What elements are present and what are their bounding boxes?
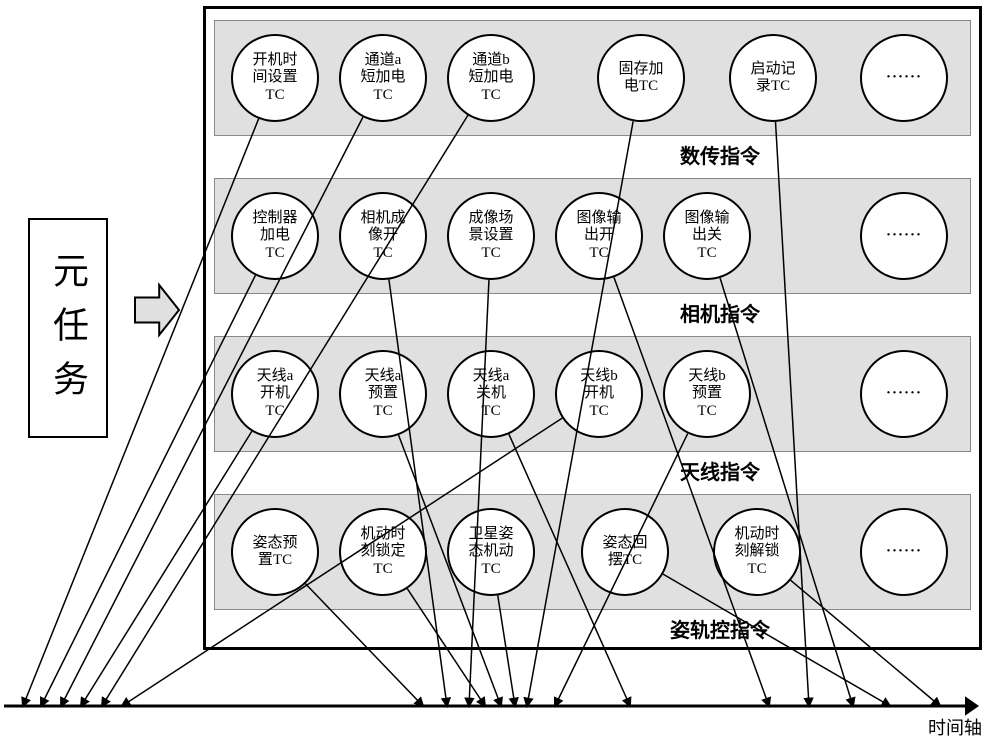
node-3-2: 卫星姿 态机动 TC bbox=[447, 508, 535, 596]
node-text-0-2: 通道b 短加电 TC bbox=[468, 52, 513, 104]
node-text-2-2: 天线a 关机 TC bbox=[473, 368, 510, 420]
node-text-3-5: ······ bbox=[886, 543, 922, 560]
block-arrow bbox=[135, 285, 179, 335]
timeline-arrowhead bbox=[965, 696, 979, 716]
node-text-0-5: ······ bbox=[886, 69, 922, 86]
node-1-3: 图像输 出开 TC bbox=[555, 192, 643, 280]
node-text-0-3: 固存加 电TC bbox=[618, 61, 663, 96]
node-1-0: 控制器 加电 TC bbox=[231, 192, 319, 280]
node-text-1-2: 成像场 景设置 TC bbox=[468, 210, 513, 262]
node-text-1-1: 相机成 像开 TC bbox=[360, 210, 405, 262]
node-text-3-3: 姿态回 摆TC bbox=[602, 535, 647, 570]
node-0-2: 通道b 短加电 TC bbox=[447, 34, 535, 122]
node-1-2: 成像场 景设置 TC bbox=[447, 192, 535, 280]
node-text-3-4: 机动时 刻解锁 TC bbox=[734, 526, 779, 578]
node-text-3-2: 卫星姿 态机动 TC bbox=[468, 526, 513, 578]
node-text-1-3: 图像输 出开 TC bbox=[576, 210, 621, 262]
node-text-0-1: 通道a 短加电 TC bbox=[360, 52, 405, 104]
node-1-4: 图像输 出关 TC bbox=[663, 192, 751, 280]
node-text-1-0: 控制器 加电 TC bbox=[252, 210, 297, 262]
node-2-5: ······ bbox=[860, 350, 948, 438]
node-3-4: 机动时 刻解锁 TC bbox=[713, 508, 801, 596]
node-0-0: 开机时 间设置 TC bbox=[231, 34, 319, 122]
node-text-2-3: 天线b 开机 TC bbox=[580, 368, 618, 420]
node-3-5: ······ bbox=[860, 508, 948, 596]
node-text-1-4: 图像输 出关 TC bbox=[684, 210, 729, 262]
node-text-2-0: 天线a 开机 TC bbox=[257, 368, 294, 420]
section-label-2: 天线指令 bbox=[680, 456, 760, 485]
node-text-2-1: 天线a 预置 TC bbox=[365, 368, 402, 420]
node-0-3: 固存加 电TC bbox=[597, 34, 685, 122]
timeline-axis-label: 时间轴 bbox=[928, 714, 982, 740]
section-label-3: 姿轨控指令 bbox=[670, 614, 770, 643]
node-text-2-4: 天线b 预置 TC bbox=[688, 368, 726, 420]
node-2-0: 天线a 开机 TC bbox=[231, 350, 319, 438]
node-3-0: 姿态预 置TC bbox=[231, 508, 319, 596]
node-text-2-5: ······ bbox=[886, 385, 922, 402]
node-text-3-0: 姿态预 置TC bbox=[252, 535, 297, 570]
node-text-0-4: 启动记 录TC bbox=[750, 61, 795, 96]
node-1-1: 相机成 像开 TC bbox=[339, 192, 427, 280]
section-0 bbox=[214, 20, 971, 136]
node-text-1-5: ······ bbox=[886, 227, 922, 244]
node-0-4: 启动记 录TC bbox=[729, 34, 817, 122]
node-3-3: 姿态回 摆TC bbox=[581, 508, 669, 596]
meta-task-box: 元任务 bbox=[28, 218, 108, 438]
meta-task-label: 元任务 bbox=[42, 252, 94, 414]
timeline-axis-text: 时间轴 bbox=[928, 718, 982, 738]
section-label-0: 数传指令 bbox=[680, 140, 760, 169]
node-2-3: 天线b 开机 TC bbox=[555, 350, 643, 438]
section-label-1: 相机指令 bbox=[680, 298, 760, 327]
node-2-4: 天线b 预置 TC bbox=[663, 350, 751, 438]
node-2-2: 天线a 关机 TC bbox=[447, 350, 535, 438]
node-3-1: 机动时 刻锁定 TC bbox=[339, 508, 427, 596]
node-text-0-0: 开机时 间设置 TC bbox=[252, 52, 297, 104]
node-0-1: 通道a 短加电 TC bbox=[339, 34, 427, 122]
node-0-5: ······ bbox=[860, 34, 948, 122]
node-2-1: 天线a 预置 TC bbox=[339, 350, 427, 438]
node-text-3-1: 机动时 刻锁定 TC bbox=[360, 526, 405, 578]
node-1-5: ······ bbox=[860, 192, 948, 280]
